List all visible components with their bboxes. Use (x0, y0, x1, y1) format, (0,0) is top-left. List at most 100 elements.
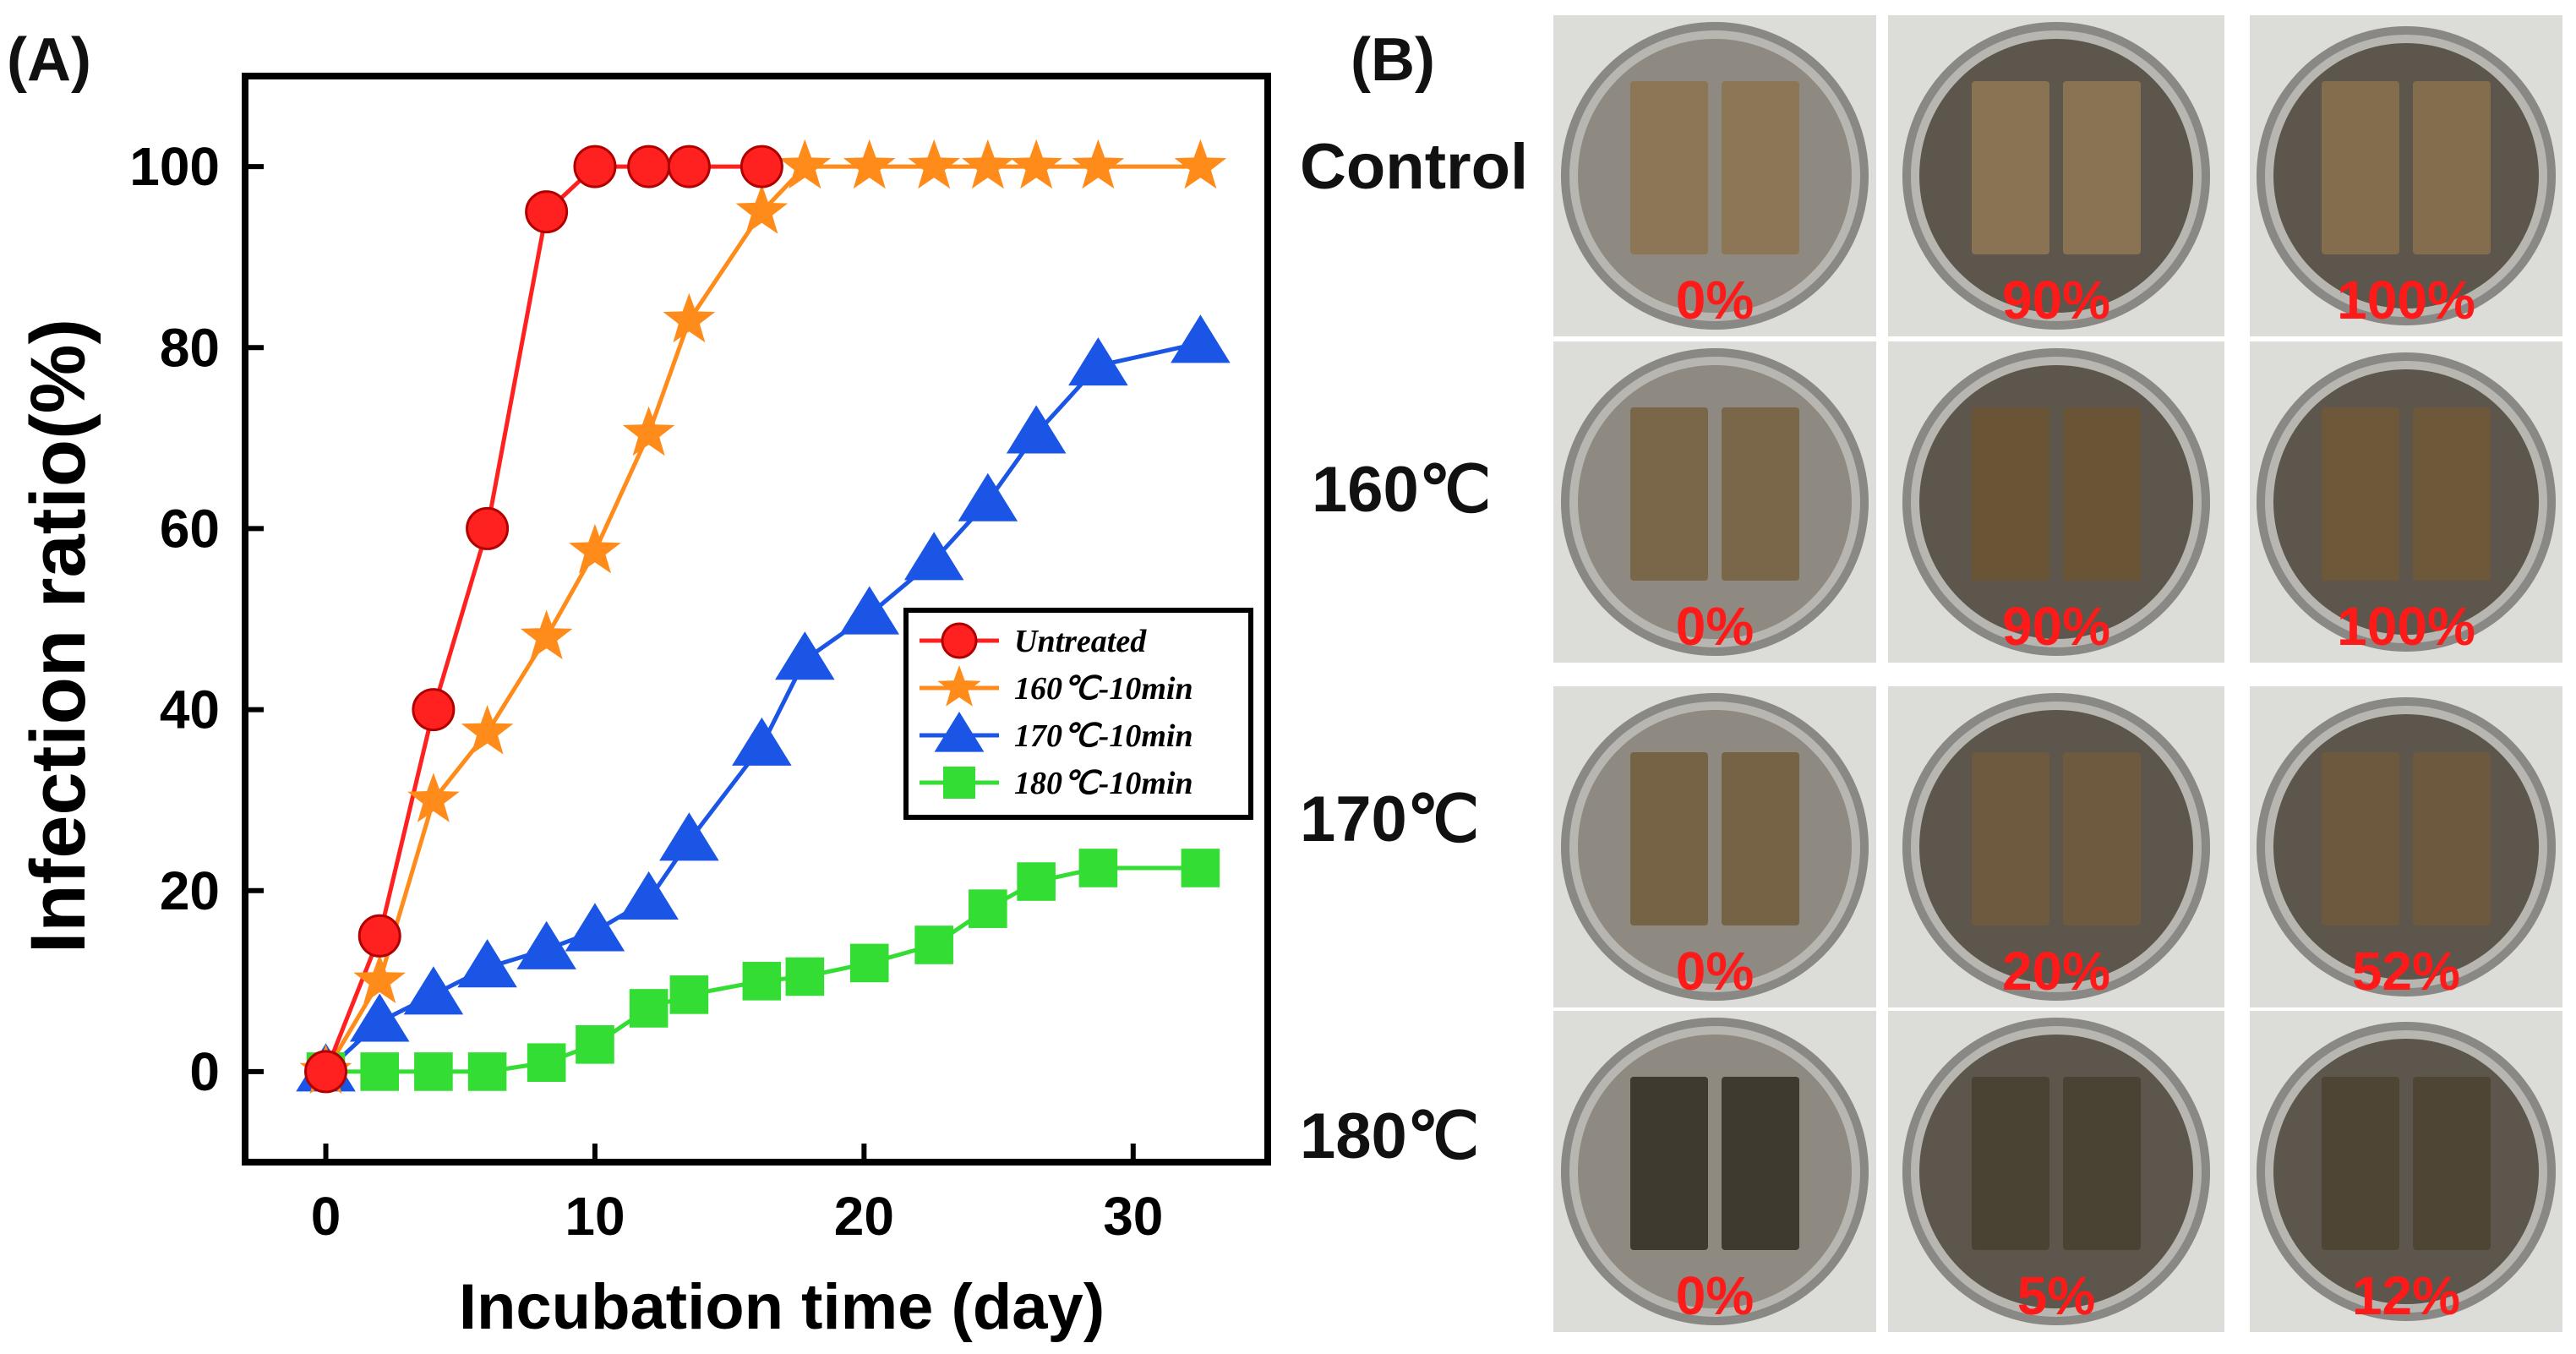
infection-percentage: 0% (1675, 270, 1755, 330)
data-point-series-3 (1181, 849, 1220, 887)
y-tick-label: 100 (129, 136, 220, 197)
data-point-series-0 (740, 145, 783, 188)
row-label: 170℃ (1300, 783, 1480, 855)
row-label: 180℃ (1300, 1100, 1480, 1172)
data-point-series-2 (775, 631, 835, 680)
wood-sample (1722, 1077, 1799, 1250)
y-tick-label: 60 (160, 498, 220, 559)
data-point-series-0 (304, 1050, 348, 1094)
data-point-series-2 (349, 993, 410, 1042)
y-tick-label: 20 (160, 860, 220, 921)
wood-sample (1630, 1077, 1708, 1250)
infection-percentage: 12% (2351, 1265, 2461, 1326)
x-tick-label: 30 (1103, 1186, 1163, 1247)
y-tick-label: 40 (160, 680, 220, 740)
wood-sample (1630, 81, 1708, 254)
infection-percentage: 100% (2337, 270, 2475, 330)
data-point-series-2 (659, 812, 719, 861)
data-point-series-1 (908, 139, 960, 189)
data-point-series-3 (1017, 862, 1056, 901)
dish-soil (1919, 365, 2193, 639)
dish-soil (2273, 1039, 2539, 1304)
data-point-series-1 (520, 609, 573, 660)
data-point-series-3 (785, 957, 825, 996)
data-point-series-1 (1072, 139, 1125, 189)
legend-marker (934, 712, 985, 752)
legend-label: 160℃-10min (1014, 671, 1193, 707)
sample-photo: 0% (1553, 1011, 1876, 1332)
sample-photo: 0% (1553, 686, 1876, 1007)
data-point-series-0 (667, 145, 711, 188)
wood-sample (1972, 752, 2049, 925)
wood-sample (1630, 752, 1708, 925)
plot-frame (242, 73, 1271, 1166)
sample-photo: 12% (2250, 1011, 2562, 1332)
dish-soil (1578, 1035, 1852, 1308)
data-point-series-2 (903, 532, 964, 581)
wood-sample (2322, 752, 2399, 925)
y-axis-label: Infection ratio(%) (15, 319, 101, 953)
data-point-series-1 (569, 523, 621, 574)
dish-soil (2273, 714, 2539, 980)
infection-percentage: 90% (2001, 596, 2111, 657)
data-point-series-1 (778, 139, 832, 189)
sample-photo: 0% (1553, 341, 1876, 663)
data-point-series-2 (403, 966, 464, 1015)
wood-sample (2413, 407, 2491, 581)
x-tick-label: 10 (565, 1186, 625, 1247)
wood-sample (2063, 752, 2141, 925)
data-point-series-1 (407, 773, 460, 822)
wood-sample (1630, 407, 1708, 581)
x-tick-label: 0 (311, 1186, 341, 1247)
wood-sample (2322, 81, 2399, 254)
data-point-series-3 (467, 1052, 507, 1091)
wood-sample (2063, 407, 2141, 581)
dish-soil (2273, 43, 2539, 308)
data-point-series-0 (525, 190, 569, 234)
dish-soil (2273, 369, 2539, 635)
x-tick-label: 20 (834, 1186, 894, 1247)
panel-b-label: (B) (1351, 26, 1435, 94)
data-point-series-1 (843, 139, 896, 189)
panel-a-label: (A) (7, 26, 91, 94)
data-point-series-0 (573, 145, 617, 188)
data-point-series-1 (735, 184, 789, 234)
data-point-series-2 (619, 871, 679, 920)
infection-ratio-chart: 0 10 20 30 0 20 40 60 80 100 Incubation time (day)… (15, 73, 1271, 1343)
dish-soil (1919, 710, 2193, 984)
data-point-series-0 (412, 688, 456, 732)
legend-marker (937, 665, 981, 707)
data-point-series-2 (1068, 337, 1128, 386)
series-line-2 (324, 341, 1201, 1073)
legend-marker (943, 767, 975, 799)
infection-percentage: 5% (2017, 1265, 2096, 1326)
data-point-series-3 (969, 889, 1007, 928)
data-point-series-3 (360, 1052, 400, 1091)
data-point-series-3 (527, 1043, 566, 1083)
data-point-series-0 (466, 506, 510, 550)
infection-percentage: 100% (2337, 596, 2475, 657)
data-point-series-1 (962, 139, 1014, 189)
data-point-series-2 (457, 939, 517, 988)
dish-soil (1578, 39, 1852, 313)
data-point-series-2 (1171, 314, 1231, 363)
data-point-series-3 (849, 943, 889, 983)
wood-sample (2063, 81, 2141, 254)
dish-soil (1919, 1035, 2193, 1308)
row-label: Control (1300, 131, 1529, 203)
infection-percentage: 52% (2351, 941, 2461, 1002)
y-tick-label: 0 (189, 1041, 220, 1102)
data-point-series-2 (958, 472, 1018, 521)
data-point-series-1 (353, 953, 406, 1003)
dish-soil (1919, 39, 2193, 313)
legend-marker (941, 622, 978, 659)
sample-photo: 100% (2250, 15, 2562, 336)
y-tick-label: 80 (160, 317, 220, 378)
data-point-series-0 (357, 914, 401, 958)
data-point-series-3 (914, 925, 953, 964)
legend-label: Untreated (1014, 624, 1147, 659)
legend-label: 180℃-10min (1014, 766, 1193, 801)
data-point-series-2 (516, 920, 576, 969)
sample-photo: 90% (1888, 15, 2224, 336)
data-point-series-2 (565, 903, 625, 952)
